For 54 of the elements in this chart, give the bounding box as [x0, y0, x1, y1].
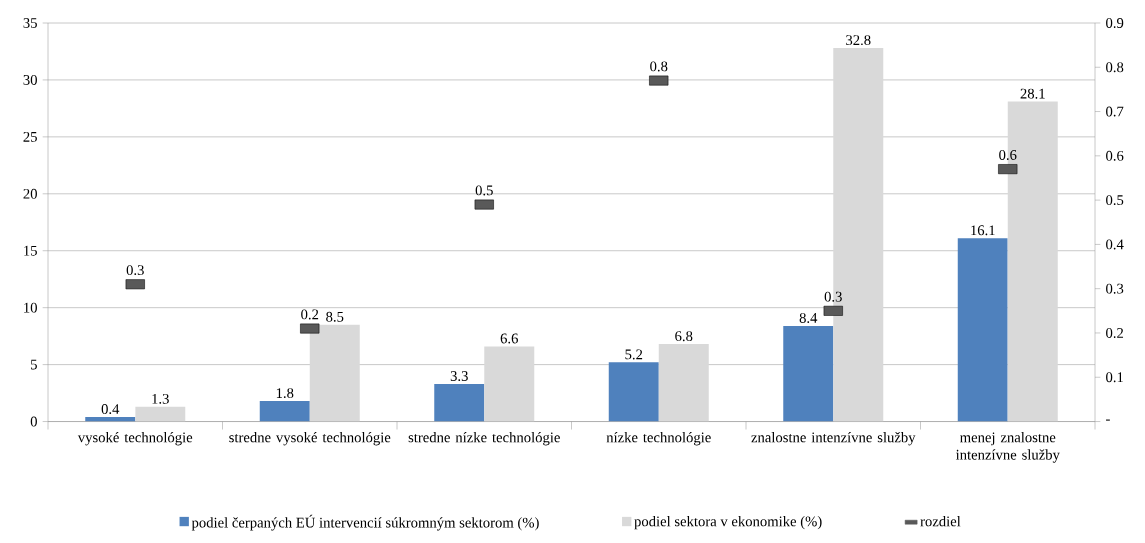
data-label: 0.4	[101, 404, 120, 415]
y-tick-label: 10	[24, 302, 37, 313]
y-tick-label: 30	[23, 74, 37, 85]
y2-tick-label: 0.1	[1106, 372, 1123, 383]
y-tick-label: 15	[24, 245, 37, 256]
data-label: 8.5	[326, 311, 344, 322]
y-tick-label: 35	[23, 18, 37, 28]
y2-tick-label: 0.8	[1106, 62, 1124, 73]
data-label: 6.6	[500, 333, 518, 344]
data-label: 0.3	[824, 291, 842, 302]
bar	[484, 346, 535, 422]
y2-tick-label: 0.5	[1106, 195, 1124, 206]
y2-tick-label: -	[1106, 419, 1110, 421]
y2-tick-label: 0.3	[1106, 283, 1124, 294]
data-label: 6.8	[675, 331, 693, 342]
data-label: 28.1	[1020, 88, 1045, 99]
data-label: 1.8	[276, 388, 294, 399]
y2-tick-label: 0.4	[1106, 239, 1124, 250]
bar	[608, 362, 659, 422]
bar	[957, 238, 1008, 422]
data-label: 0.8	[650, 61, 668, 72]
bar	[135, 406, 186, 422]
y2-tick-label: 0.9	[1106, 18, 1124, 28]
data-label: 5.2	[625, 349, 643, 360]
y-tick-label: 25	[23, 131, 37, 142]
data-label: 8.4	[799, 313, 818, 323]
legend-label: podiel sektora v ekonomike (%)	[634, 516, 822, 530]
x-tick-label: vysoké technológie	[77, 432, 193, 446]
y2-tick-label: 0.7	[1106, 106, 1124, 117]
bar	[783, 325, 834, 422]
x-tick-label: stredne nízke technológie	[408, 432, 560, 446]
y2-tick-label: 0.2	[1106, 328, 1124, 338]
y2-tick-label: 0.6	[1106, 150, 1124, 161]
data-label: 0.5	[475, 185, 493, 196]
x-tick-label: znalostne intenzívne služby	[751, 432, 916, 446]
bar	[434, 383, 485, 422]
y-tick-label: 5	[31, 359, 37, 370]
data-label: 0.6	[999, 150, 1017, 160]
x-tick-label: stredne vysoké technológie	[229, 432, 391, 446]
bar	[658, 344, 709, 422]
legend-label: podiel čerpaných EÚ intervencií súkromným sektorom (%)	[191, 514, 539, 531]
data-label: 0.2	[301, 309, 319, 320]
data-label: 1.3	[152, 393, 169, 404]
x-tick-label: nízke technológie	[606, 432, 711, 446]
data-label: 32.8	[846, 35, 871, 46]
data-label: 3.3	[450, 371, 468, 382]
y-tick-label: 0	[30, 416, 37, 427]
bar	[259, 401, 310, 422]
legend-label: rozdiel	[920, 516, 961, 527]
data-label: 0.3	[126, 265, 144, 276]
x-tick-label: menej znalostne intenzívne služby	[955, 432, 1060, 463]
bar	[309, 324, 360, 422]
y-tick-label: 20	[23, 188, 37, 199]
data-label: 16.1	[971, 225, 995, 236]
